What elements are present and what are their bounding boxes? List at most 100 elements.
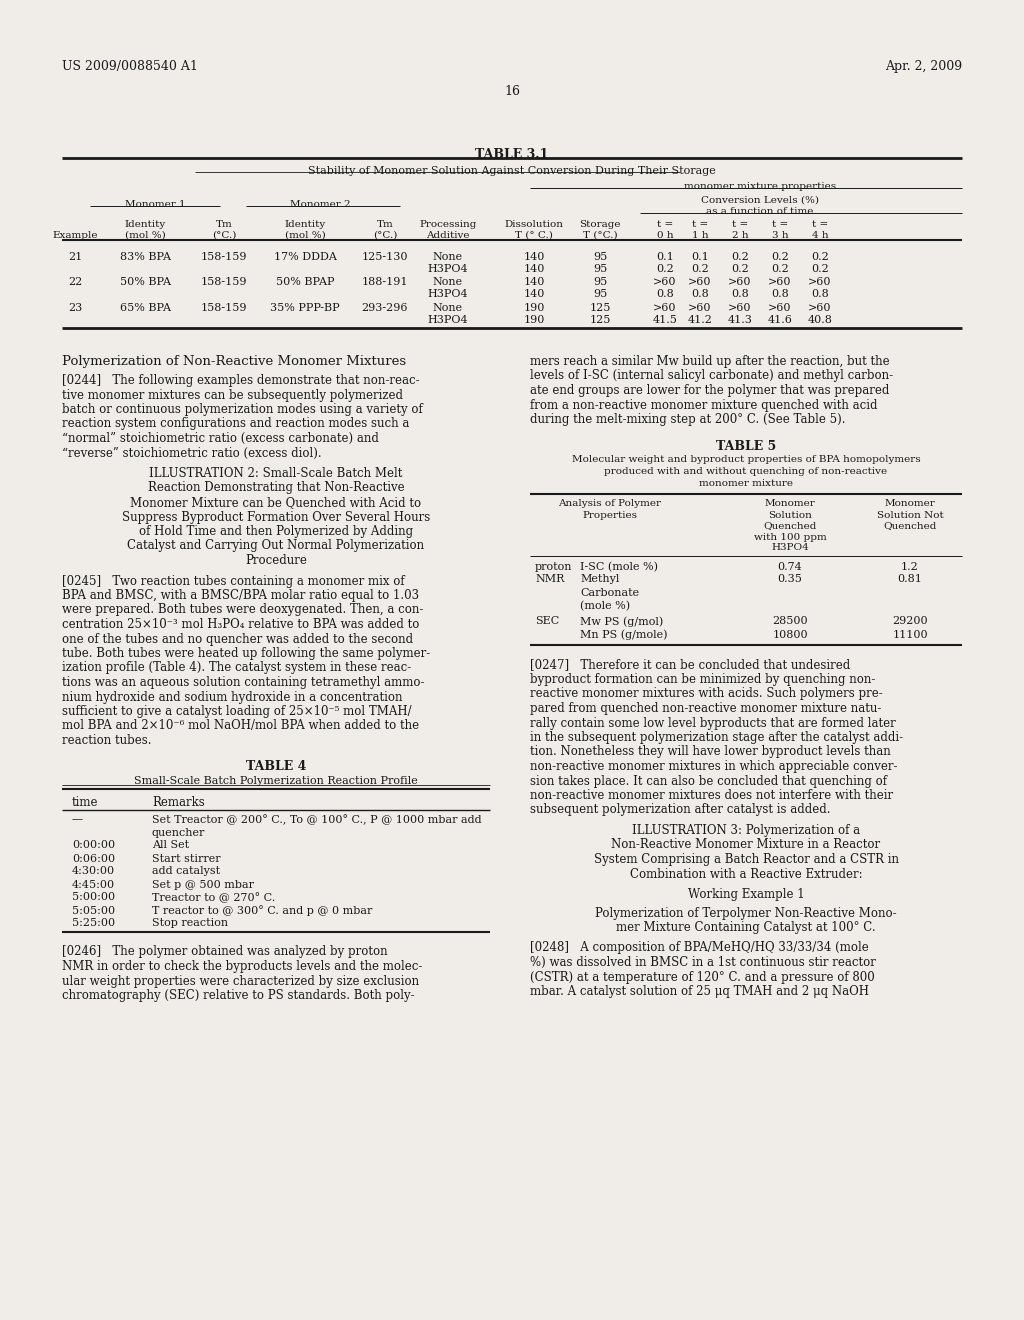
Text: tive monomer mixtures can be subsequently polymerized: tive monomer mixtures can be subsequentl… [62, 388, 403, 401]
Text: ate end groups are lower for the polymer that was prepared: ate end groups are lower for the polymer… [530, 384, 890, 397]
Text: 188-191: 188-191 [361, 277, 409, 286]
Text: 190: 190 [523, 304, 545, 313]
Text: Tm: Tm [216, 220, 232, 228]
Text: “reverse” stoichiometric ratio (excess diol).: “reverse” stoichiometric ratio (excess d… [62, 446, 322, 459]
Text: 0.74: 0.74 [777, 561, 803, 572]
Text: with 100 ppm: with 100 ppm [754, 532, 826, 541]
Text: BPA and BMSC, with a BMSC/BPA molar ratio equal to 1.03: BPA and BMSC, with a BMSC/BPA molar rati… [62, 589, 419, 602]
Text: >60: >60 [808, 277, 831, 286]
Text: Catalyst and Carrying Out Normal Polymerization: Catalyst and Carrying Out Normal Polymer… [127, 540, 425, 553]
Text: Combination with a Reactive Extruder:: Combination with a Reactive Extruder: [630, 867, 862, 880]
Text: Monomer: Monomer [885, 499, 935, 508]
Text: H3PO4: H3PO4 [771, 544, 809, 553]
Text: 140: 140 [523, 252, 545, 261]
Text: 0.2: 0.2 [811, 264, 828, 275]
Text: 0.2: 0.2 [691, 264, 709, 275]
Text: mers reach a similar Mw build up after the reaction, but the: mers reach a similar Mw build up after t… [530, 355, 890, 368]
Text: ILLUSTRATION 2: Small-Scale Batch Melt: ILLUSTRATION 2: Small-Scale Batch Melt [150, 467, 402, 480]
Text: [0244]   The following examples demonstrate that non-reac-: [0244] The following examples demonstrat… [62, 374, 420, 387]
Text: Remarks: Remarks [152, 796, 205, 809]
Text: t =: t = [772, 220, 788, 228]
Text: mer Mixture Containing Catalyst at 100° C.: mer Mixture Containing Catalyst at 100° … [616, 921, 876, 935]
Text: Polymerization of Terpolymer Non-Reactive Mono-: Polymerization of Terpolymer Non-Reactiv… [595, 907, 897, 920]
Text: 125: 125 [590, 315, 610, 325]
Text: 0.81: 0.81 [898, 574, 923, 585]
Text: time: time [72, 796, 98, 809]
Text: 41.5: 41.5 [652, 315, 678, 325]
Text: levels of I-SC (internal salicyl carbonate) and methyl carbon-: levels of I-SC (internal salicyl carbona… [530, 370, 893, 383]
Text: byproduct formation can be minimized by quenching non-: byproduct formation can be minimized by … [530, 673, 876, 686]
Text: quencher: quencher [152, 828, 206, 837]
Text: Additive: Additive [426, 231, 470, 240]
Text: during the melt-mixing step at 200° C. (See Table 5).: during the melt-mixing step at 200° C. (… [530, 413, 846, 426]
Text: Procedure: Procedure [245, 554, 307, 568]
Text: Monomer Mixture can be Quenched with Acid to: Monomer Mixture can be Quenched with Aci… [130, 496, 422, 510]
Text: T reactor to @ 300° C. and p @ 0 mbar: T reactor to @ 300° C. and p @ 0 mbar [152, 906, 373, 916]
Text: TABLE 4: TABLE 4 [246, 760, 306, 774]
Text: as a function of time: as a function of time [707, 207, 814, 216]
Text: Methyl: Methyl [580, 574, 620, 585]
Text: reactive monomer mixtures with acids. Such polymers pre-: reactive monomer mixtures with acids. Su… [530, 688, 883, 701]
Text: Treactor to @ 270° C.: Treactor to @ 270° C. [152, 892, 275, 903]
Text: %) was dissolved in BMSC in a 1st continuous stir reactor: %) was dissolved in BMSC in a 1st contin… [530, 956, 876, 969]
Text: Mn PS (g/mole): Mn PS (g/mole) [580, 630, 668, 640]
Text: sion takes place. It can also be concluded that quenching of: sion takes place. It can also be conclud… [530, 775, 887, 788]
Text: of Hold Time and then Polymerized by Adding: of Hold Time and then Polymerized by Add… [139, 525, 413, 539]
Text: Analysis of Polymer: Analysis of Polymer [558, 499, 662, 508]
Text: 95: 95 [593, 252, 607, 261]
Text: >60: >60 [688, 277, 712, 286]
Text: t =: t = [812, 220, 828, 228]
Text: [0248]   A composition of BPA/MeHQ/HQ 33/33/34 (mole: [0248] A composition of BPA/MeHQ/HQ 33/3… [530, 941, 868, 954]
Text: 0:00:00: 0:00:00 [72, 841, 115, 850]
Text: subsequent polymerization after catalyst is added.: subsequent polymerization after catalyst… [530, 804, 830, 817]
Text: 11100: 11100 [892, 630, 928, 639]
Text: TABLE 5: TABLE 5 [716, 440, 776, 453]
Text: 158-159: 158-159 [201, 304, 247, 313]
Text: reaction system configurations and reaction modes such a: reaction system configurations and react… [62, 417, 410, 430]
Text: 1.2: 1.2 [901, 561, 919, 572]
Text: 65% BPA: 65% BPA [120, 304, 171, 313]
Text: 17% DDDA: 17% DDDA [273, 252, 337, 261]
Text: pared from quenched non-reactive monomer mixture natu-: pared from quenched non-reactive monomer… [530, 702, 882, 715]
Text: mol BPA and 2×10⁻⁶ mol NaOH/mol BPA when added to the: mol BPA and 2×10⁻⁶ mol NaOH/mol BPA when… [62, 719, 419, 733]
Text: 29200: 29200 [892, 616, 928, 627]
Text: 140: 140 [523, 289, 545, 300]
Text: 0.8: 0.8 [656, 289, 674, 300]
Text: (mole %): (mole %) [580, 601, 630, 611]
Text: Properties: Properties [583, 511, 638, 520]
Text: Set p @ 500 mbar: Set p @ 500 mbar [152, 879, 254, 890]
Text: TABLE 3.1: TABLE 3.1 [475, 148, 549, 161]
Text: 0 h: 0 h [656, 231, 674, 240]
Text: Non-Reactive Monomer Mixture in a Reactor: Non-Reactive Monomer Mixture in a Reacto… [611, 838, 881, 851]
Text: >60: >60 [728, 277, 752, 286]
Text: 158-159: 158-159 [201, 277, 247, 286]
Text: 40.8: 40.8 [808, 315, 833, 325]
Text: System Comprising a Batch Reactor and a CSTR in: System Comprising a Batch Reactor and a … [594, 853, 898, 866]
Text: Example: Example [52, 231, 97, 240]
Text: 21: 21 [68, 252, 82, 261]
Text: Set Treactor @ 200° C., To @ 100° C., P @ 1000 mbar add: Set Treactor @ 200° C., To @ 100° C., P … [152, 814, 481, 825]
Text: 0.2: 0.2 [771, 252, 788, 261]
Text: 28500: 28500 [772, 616, 808, 627]
Text: 41.6: 41.6 [768, 315, 793, 325]
Text: non-reactive monomer mixtures does not interfere with their: non-reactive monomer mixtures does not i… [530, 789, 893, 803]
Text: 10800: 10800 [772, 630, 808, 639]
Text: Solution Not: Solution Not [877, 511, 943, 520]
Text: 95: 95 [593, 277, 607, 286]
Text: 83% BPA: 83% BPA [120, 252, 171, 261]
Text: were prepared. Both tubes were deoxygenated. Then, a con-: were prepared. Both tubes were deoxygena… [62, 603, 423, 616]
Text: Monomer 1: Monomer 1 [125, 201, 185, 209]
Text: 22: 22 [68, 277, 82, 286]
Text: 140: 140 [523, 264, 545, 275]
Text: 0.8: 0.8 [811, 289, 828, 300]
Text: None: None [433, 277, 463, 286]
Text: 50% BPAP: 50% BPAP [275, 277, 334, 286]
Text: >60: >60 [808, 304, 831, 313]
Text: 0.8: 0.8 [731, 289, 749, 300]
Text: rally contain some low level byproducts that are formed later: rally contain some low level byproducts … [530, 717, 896, 730]
Text: Working Example 1: Working Example 1 [688, 888, 804, 902]
Text: 158-159: 158-159 [201, 252, 247, 261]
Text: 125: 125 [590, 304, 610, 313]
Text: batch or continuous polymerization modes using a variety of: batch or continuous polymerization modes… [62, 403, 423, 416]
Text: proton: proton [535, 561, 572, 572]
